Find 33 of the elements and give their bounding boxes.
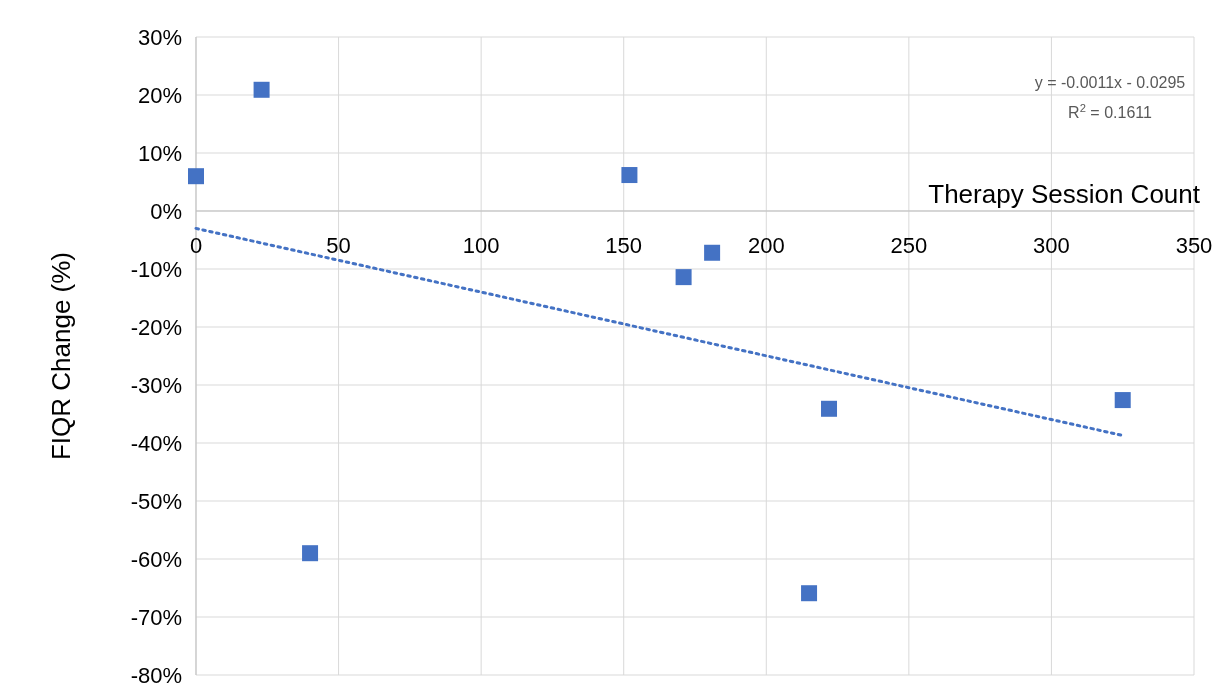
annotation: y = -0.0011x - 0.0295 — [1034, 74, 1186, 91]
annotation: R$^{2}$ = 0.1611 — [1068, 102, 1152, 121]
point — [675, 269, 692, 286]
y-tick-label: 10% — [137, 140, 182, 166]
y-tick-label: -10% — [130, 256, 182, 282]
x-tick-label: 150 — [605, 233, 643, 258]
x-axis-title: Therapy Session Count — [928, 179, 1201, 209]
y-axis-title: FIQR Change (%) — [46, 251, 76, 461]
y-tick-label: -30% — [130, 372, 182, 398]
point — [1114, 392, 1131, 409]
x-tick-label: 50 — [326, 233, 351, 258]
point — [253, 81, 270, 98]
y-tick-label: 30% — [137, 24, 182, 50]
y-tick-label: -50% — [130, 488, 182, 514]
y-tick-label: -20% — [130, 314, 182, 340]
point — [302, 545, 319, 562]
point — [621, 167, 638, 184]
x-tick-label: 350 — [1175, 233, 1213, 258]
point — [188, 168, 204, 185]
point — [821, 400, 838, 417]
y-tick-label: 20% — [137, 82, 182, 108]
x-tick-label: 300 — [1033, 233, 1070, 258]
y-tick-label: -80% — [130, 662, 182, 683]
x-tick-label: 100 — [462, 233, 500, 258]
point — [801, 585, 818, 602]
x-tick-label: 250 — [890, 233, 928, 258]
y-tick-label: -60% — [130, 546, 182, 572]
y-tick-label: -70% — [130, 604, 182, 630]
y-tick-label: 0% — [150, 198, 182, 224]
point — [704, 244, 721, 261]
x-tick-label: 0 — [189, 233, 203, 258]
x-tick-label: 200 — [747, 233, 785, 258]
y-tick-label: -40% — [130, 430, 182, 456]
